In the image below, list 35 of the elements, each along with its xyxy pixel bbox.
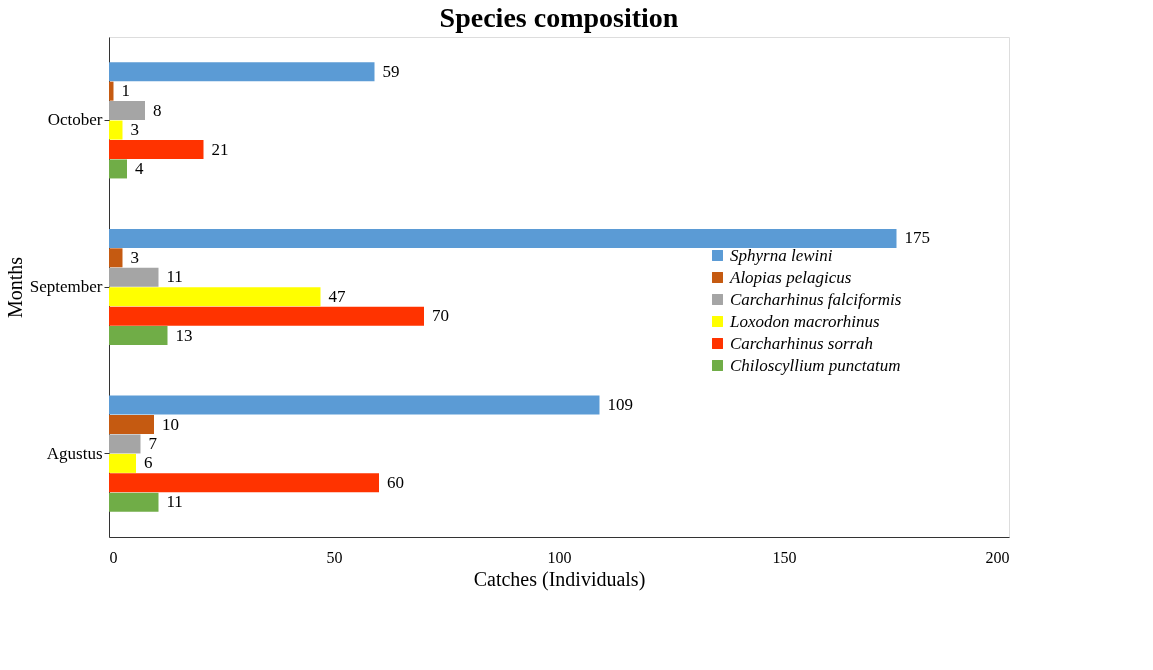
x-axis-title: Catches (Individuals)	[473, 567, 646, 591]
chart-title: Species composition	[439, 2, 679, 33]
x-tick-label: 150	[772, 548, 797, 566]
data-label: 60	[387, 472, 404, 492]
x-tick-label: 50	[326, 548, 343, 566]
x-tick-label: 100	[547, 548, 572, 566]
data-label: 59	[382, 61, 400, 81]
data-label: 21	[211, 139, 229, 159]
data-label: 11	[166, 267, 183, 287]
data-label: 3	[130, 247, 139, 267]
x-tick-label: 0	[109, 548, 118, 566]
data-label: 7	[148, 433, 158, 453]
data-label: 8	[153, 100, 162, 120]
data-label: 1	[121, 81, 130, 101]
data-label: 6	[144, 453, 153, 473]
data-label: 13	[175, 325, 193, 345]
legend-label: Alopias pelagicus	[729, 267, 852, 287]
data-label: 10	[162, 414, 179, 434]
legend-label: Chiloscyllium punctatum	[730, 355, 901, 375]
data-label: 175	[904, 228, 930, 248]
legend-label: Sphyrna lewini	[730, 245, 833, 265]
data-label: 4	[135, 158, 144, 178]
data-label: 47	[328, 286, 346, 306]
y-tick-label: Agustus	[46, 443, 103, 463]
data-label: 109	[607, 395, 633, 415]
data-label: 3	[130, 120, 139, 140]
x-tick-label: 200	[985, 548, 1010, 566]
legend-label: Carcharhinus sorrah	[730, 333, 874, 353]
y-axis-title: Months	[3, 256, 26, 319]
data-label: 70	[432, 306, 449, 326]
y-tick-label: October	[47, 110, 103, 130]
legend-label: Carcharhinus falciformis	[730, 289, 902, 309]
y-tick-label: September	[29, 277, 103, 296]
data-label: 11	[166, 492, 183, 512]
legend-label: Loxodon macrorhinus	[729, 311, 881, 331]
